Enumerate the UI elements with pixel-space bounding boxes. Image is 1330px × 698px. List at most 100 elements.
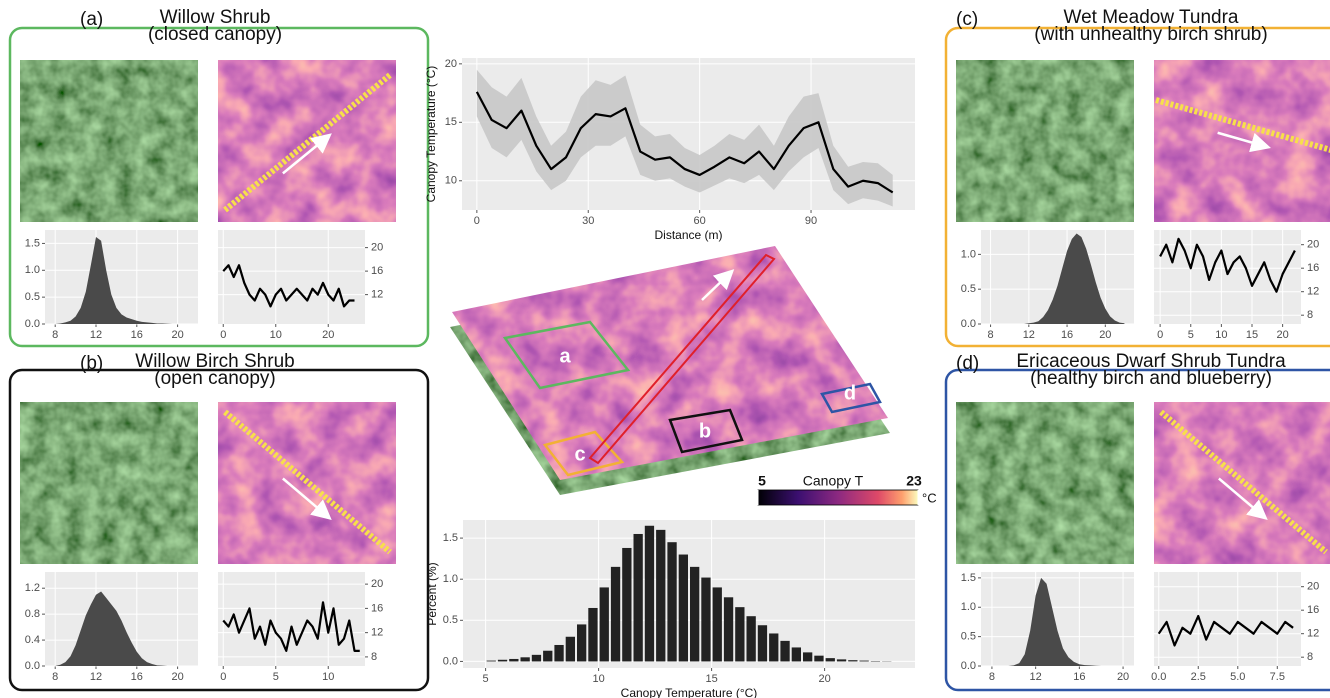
histogram-bar: [836, 659, 847, 662]
histogram-bar: [531, 654, 542, 662]
profile-line: [222, 264, 355, 308]
panel-letter: (a): [80, 9, 103, 30]
y-tick-label: 1.0: [961, 248, 976, 260]
y-tick-label: 20: [371, 578, 383, 590]
x-tick-label: 8: [989, 671, 995, 683]
histogram-bar: [701, 577, 711, 662]
histogram-bar: [791, 647, 801, 662]
x-tick-label: 0: [1157, 329, 1163, 341]
histogram-bar: [667, 542, 677, 662]
x-tick-label: 12: [90, 671, 102, 683]
x-tick-label: 20: [1277, 329, 1289, 341]
density-area: [55, 236, 178, 324]
x-axis-title: Canopy Temperature (°C): [621, 686, 758, 698]
plot-background: [218, 572, 365, 666]
histogram-bar: [497, 659, 508, 662]
density-area: [55, 591, 178, 666]
colorbar-tick-label: 5: [758, 473, 766, 489]
panel-border: [944, 368, 1330, 692]
x-tick-label: 20: [322, 329, 334, 341]
profile-line: [222, 601, 360, 652]
y-tick-label: 10: [445, 175, 457, 187]
y-tick-label: 0.0: [443, 655, 458, 667]
x-tick-label: 2.5: [1191, 671, 1206, 683]
panel-letter: (c): [956, 9, 978, 30]
region-box: [820, 382, 882, 414]
x-tick-label: 60: [694, 215, 706, 227]
y-tick-label: 1.0: [25, 264, 40, 276]
colorbar-title: Canopy T: [803, 473, 864, 489]
x-tick-label: 90: [805, 215, 817, 227]
profile-line: [475, 91, 894, 194]
y-axis-title: Percent (%): [425, 562, 439, 625]
rgb-image: [20, 60, 198, 222]
map-label: a: [559, 345, 571, 367]
profile-line: [1157, 614, 1294, 647]
histogram-bar: [859, 660, 869, 662]
density-area: [990, 233, 1125, 324]
x-tick-label: 20: [1117, 671, 1129, 683]
map-label: c: [574, 443, 585, 465]
histogram-bar: [746, 616, 756, 662]
y-tick-label: 20: [1307, 239, 1319, 251]
y-tick-label: 0.0: [961, 660, 976, 672]
x-tick-label: 12: [1030, 671, 1042, 683]
x-tick-label: 12: [1023, 329, 1035, 341]
histogram-bar: [769, 633, 779, 662]
thermal-image: [218, 402, 396, 564]
panel-subtitle: (with unhealthy birch shrub): [1034, 24, 1267, 45]
x-tick-label: 16: [131, 329, 143, 341]
y-tick-label: 20: [445, 58, 457, 70]
region-box: [542, 430, 625, 477]
error-band: [476, 69, 893, 207]
panel-border: [944, 26, 1330, 348]
panel-letter: (d): [956, 353, 979, 374]
thermal-layer: [452, 246, 888, 480]
histogram-bar: [543, 650, 553, 662]
panel-border: [8, 26, 430, 348]
x-tick-label: 0: [220, 671, 226, 683]
x-tick-label: 12: [90, 329, 102, 341]
y-tick-label: 0.0: [25, 660, 40, 672]
y-tick-label: 0.8: [25, 608, 40, 620]
histogram-bar: [509, 658, 519, 662]
y-tick-label: 15: [445, 116, 457, 128]
arrow: [1217, 131, 1271, 153]
x-tick-label: 16: [1061, 329, 1073, 341]
x-tick-label: 10: [322, 671, 334, 683]
x-tick-label: 15: [1246, 329, 1258, 341]
colorbar-unit: °C: [922, 490, 937, 505]
x-tick-label: 20: [171, 671, 183, 683]
plot-background: [1154, 230, 1301, 324]
y-tick-label: 0.5: [25, 291, 40, 303]
x-tick-label: 0.0: [1151, 671, 1166, 683]
x-tick-label: 16: [131, 671, 143, 683]
y-tick-label: 8: [1307, 651, 1313, 663]
y-tick-label: 16: [1307, 262, 1319, 274]
histogram-bar: [588, 607, 598, 662]
histogram-bar: [690, 566, 700, 662]
y-tick-label: 0.5: [443, 614, 458, 626]
panel-letter: (b): [80, 353, 103, 374]
histogram-bar: [577, 624, 587, 662]
panel-subtitle: (closed canopy): [148, 24, 282, 45]
histogram-bar: [554, 644, 564, 662]
plot-background: [45, 230, 198, 324]
region-box: [668, 408, 744, 454]
x-tick-label: 5.0: [1230, 671, 1245, 683]
rgb-image: [20, 402, 198, 564]
map-label: d: [844, 382, 856, 404]
panel-title: Wet Meadow Tundra: [1064, 7, 1239, 28]
y-tick-label: 12: [1307, 628, 1319, 640]
x-tick-label: 10: [270, 329, 282, 341]
arrow: [282, 477, 332, 520]
histogram-bar: [486, 660, 496, 662]
histogram-bar: [622, 547, 632, 662]
histogram-bar: [723, 597, 734, 662]
histogram-bar: [712, 587, 722, 662]
density-area: [991, 577, 1124, 666]
x-tick-label: 20: [818, 673, 830, 685]
y-tick-label: 12: [371, 289, 383, 301]
